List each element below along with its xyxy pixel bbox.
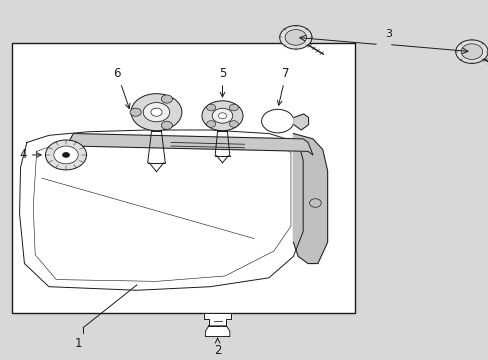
Circle shape	[455, 40, 487, 63]
Polygon shape	[203, 314, 231, 326]
Circle shape	[131, 94, 182, 131]
Circle shape	[151, 108, 162, 116]
Circle shape	[218, 113, 226, 119]
Circle shape	[161, 95, 172, 103]
Circle shape	[460, 44, 482, 59]
Polygon shape	[293, 114, 308, 130]
Text: 5: 5	[218, 67, 226, 97]
Circle shape	[130, 108, 141, 116]
Circle shape	[279, 26, 311, 49]
Circle shape	[161, 121, 172, 129]
Circle shape	[54, 146, 78, 164]
Circle shape	[212, 108, 232, 123]
Circle shape	[202, 101, 243, 131]
Circle shape	[143, 103, 169, 122]
Text: 2: 2	[213, 338, 221, 357]
Polygon shape	[293, 134, 327, 264]
Circle shape	[285, 30, 306, 45]
Circle shape	[45, 140, 86, 170]
Circle shape	[62, 152, 70, 158]
Circle shape	[206, 121, 215, 127]
Text: 6: 6	[113, 67, 130, 108]
Polygon shape	[205, 326, 229, 337]
Text: 7: 7	[277, 67, 289, 105]
Polygon shape	[20, 130, 303, 290]
Text: 1: 1	[74, 337, 82, 350]
Text: 4: 4	[20, 148, 41, 161]
Bar	[12, 43, 354, 314]
Circle shape	[229, 121, 238, 127]
Circle shape	[229, 104, 238, 111]
Text: 3: 3	[385, 29, 391, 39]
Polygon shape	[68, 134, 312, 155]
Circle shape	[206, 104, 215, 111]
Circle shape	[261, 109, 293, 133]
